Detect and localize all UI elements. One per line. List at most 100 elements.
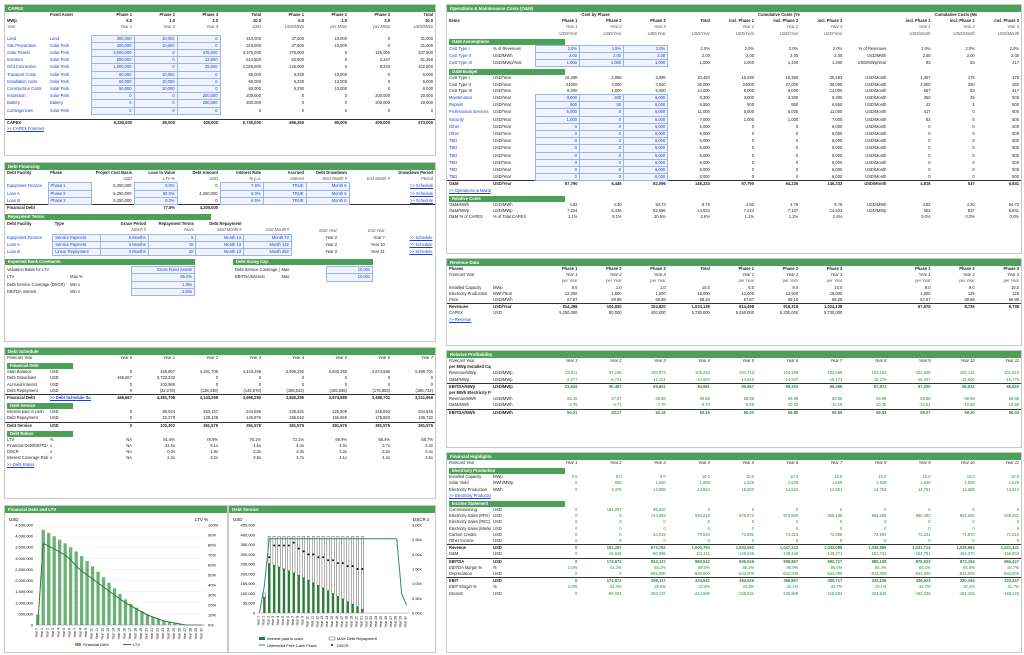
input-cell[interactable]: 0 xyxy=(176,85,221,94)
input-cell[interactable]: Month 6 xyxy=(305,182,350,191)
input-cell[interactable]: 0 xyxy=(90,99,135,108)
input-cell[interactable]: 0 xyxy=(534,151,580,160)
input-cell[interactable]: 0 xyxy=(534,137,580,146)
input-cell[interactable]: 0 xyxy=(133,92,178,101)
link-cell[interactable]: >> Debt Ratios xyxy=(7,461,35,467)
input-cell[interactable]: 0 xyxy=(534,166,580,175)
input-cell[interactable]: 25,000 xyxy=(176,63,221,72)
input-cell[interactable]: 7.5% xyxy=(219,182,264,191)
input-cell[interactable]: 6,000 xyxy=(623,144,669,153)
input-cell[interactable]: 300,000 xyxy=(90,34,135,43)
input-cell[interactable]: 0 xyxy=(578,144,625,153)
input-cell[interactable]: Service Payment xyxy=(52,233,101,242)
input-cell[interactable]: 6,000 xyxy=(623,166,669,175)
input-cell[interactable]: Month 13 xyxy=(195,240,245,250)
input-cell[interactable]: 0 xyxy=(578,108,625,117)
input-cell[interactable]: 1,000 xyxy=(534,59,580,68)
input-cell[interactable]: 0 xyxy=(578,151,625,160)
input-cell[interactable]: 6,000 xyxy=(623,137,669,146)
input-cell[interactable]: 10 xyxy=(147,240,197,250)
input-cell[interactable]: 50 xyxy=(578,101,625,110)
input-cell[interactable]: 6.0% xyxy=(219,189,264,198)
input-cell[interactable]: 0 xyxy=(578,115,625,124)
input-cell[interactable]: 1,000,000 xyxy=(90,63,135,72)
input-cell[interactable]: 6,000 xyxy=(623,108,669,117)
input-cell[interactable]: 0 xyxy=(133,99,178,108)
input-cell[interactable]: 0 xyxy=(133,56,178,65)
input-cell[interactable]: 0 xyxy=(176,106,221,115)
link-cell[interactable]: >> Schedule xyxy=(410,197,433,203)
link-cell[interactable]: >> Schedule xyxy=(409,241,433,247)
input-cell[interactable]: 20 xyxy=(147,248,197,257)
input-cell[interactable]: 6,000 xyxy=(623,101,669,110)
input-cell[interactable]: Month 13 xyxy=(195,233,245,242)
input-cell[interactable]: 6.5% xyxy=(219,196,264,206)
input-cell[interactable]: 6,000 xyxy=(623,173,669,182)
link-cell[interactable]: >> Electricity Production xyxy=(449,492,492,498)
input-cell[interactable]: 10,000 xyxy=(133,34,178,43)
input-cell[interactable]: 0 xyxy=(578,137,625,146)
input-cell[interactable]: 0 xyxy=(578,122,625,132)
input-cell[interactable]: 2.0% xyxy=(534,44,580,54)
input-cell[interactable]: 6,000 xyxy=(623,94,669,103)
input-cell[interactable]: Phase 2 xyxy=(47,189,92,198)
input-cell[interactable]: 200,000 xyxy=(176,99,221,108)
input-cell[interactable]: 0 xyxy=(534,144,580,153)
link-cell[interactable]: >> Schedule xyxy=(410,183,433,189)
input-cell[interactable]: 300,000 xyxy=(90,41,135,51)
input-cell[interactable]: Linear Repayment xyxy=(52,248,101,257)
input-cell[interactable]: 500 xyxy=(534,101,580,110)
input-cell[interactable]: 6,000 xyxy=(623,130,669,139)
input-cell[interactable]: 0 xyxy=(90,106,135,115)
input-cell[interactable]: 5,000 xyxy=(534,108,580,117)
input-cell[interactable]: 0 xyxy=(578,130,625,139)
input-cell[interactable]: 0.0% xyxy=(133,196,178,206)
input-cell[interactable]: 3,000,000 xyxy=(90,49,135,58)
input-cell[interactable]: 0 xyxy=(534,173,580,182)
link-cell[interactable]: >> Debt Schedule Summary xyxy=(48,394,91,402)
input-cell[interactable]: 0 xyxy=(176,41,221,51)
input-cell[interactable]: 375,000 xyxy=(176,49,221,58)
input-cell[interactable]: 10.00x xyxy=(325,273,373,282)
input-cell[interactable]: 0 Months xyxy=(99,248,149,257)
input-cell[interactable]: 2.00 xyxy=(578,52,625,61)
input-cell[interactable]: 2.5% xyxy=(623,44,669,54)
input-cell[interactable]: 3,000 xyxy=(534,94,580,103)
input-cell[interactable]: 12,500 xyxy=(176,56,221,65)
link-cell[interactable]: >> Revenue xyxy=(449,316,472,322)
input-cell[interactable]: 0 xyxy=(90,92,135,101)
input-cell[interactable]: 0 xyxy=(176,70,221,79)
input-cell[interactable]: 0 xyxy=(176,77,221,87)
input-cell[interactable]: 1,000 xyxy=(623,59,669,68)
input-cell[interactable]: 0 xyxy=(534,158,580,168)
link-cell[interactable]: >> Schedule xyxy=(410,190,433,196)
input-cell[interactable]: 1.50x xyxy=(130,287,196,297)
input-cell[interactable]: 1,000 xyxy=(578,59,625,68)
input-cell[interactable]: Service Payment xyxy=(52,240,101,250)
input-cell[interactable]: Month 132 xyxy=(243,240,292,250)
input-cell[interactable]: 0 xyxy=(133,63,178,72)
input-cell[interactable]: Month 73 xyxy=(243,233,292,242)
input-cell[interactable]: 0 xyxy=(578,173,625,182)
input-cell[interactable]: Gross Fixed Assets xyxy=(130,266,196,275)
input-cell[interactable]: Phase 1 xyxy=(47,182,92,191)
input-cell[interactable]: 2.00 xyxy=(534,52,580,61)
input-cell[interactable]: Phase 3 xyxy=(47,196,92,206)
input-cell[interactable]: 500,000 xyxy=(90,56,135,65)
input-cell[interactable]: 10.00x xyxy=(325,266,373,275)
input-cell[interactable]: 50,000 xyxy=(90,77,135,87)
input-cell[interactable]: 6,000 xyxy=(623,115,669,124)
input-cell[interactable]: TRUE xyxy=(262,189,307,198)
input-cell[interactable]: Month 252 xyxy=(243,248,292,257)
input-cell[interactable]: Month 6 xyxy=(305,189,350,198)
link-cell[interactable]: >> Schedule xyxy=(409,234,433,240)
input-cell[interactable]: 1,000 xyxy=(534,115,580,124)
link-cell[interactable]: >> Schedule xyxy=(409,249,433,255)
input-cell[interactable]: 10,000 xyxy=(133,70,178,79)
input-cell[interactable]: 6,000 xyxy=(623,151,669,160)
input-cell[interactable]: 85.0% xyxy=(130,273,196,282)
input-cell[interactable]: 2.00 xyxy=(623,52,669,61)
input-cell[interactable]: 0 xyxy=(578,158,625,168)
input-cell[interactable]: 6 Months xyxy=(99,240,149,250)
input-cell[interactable]: 6 Months xyxy=(99,233,149,242)
